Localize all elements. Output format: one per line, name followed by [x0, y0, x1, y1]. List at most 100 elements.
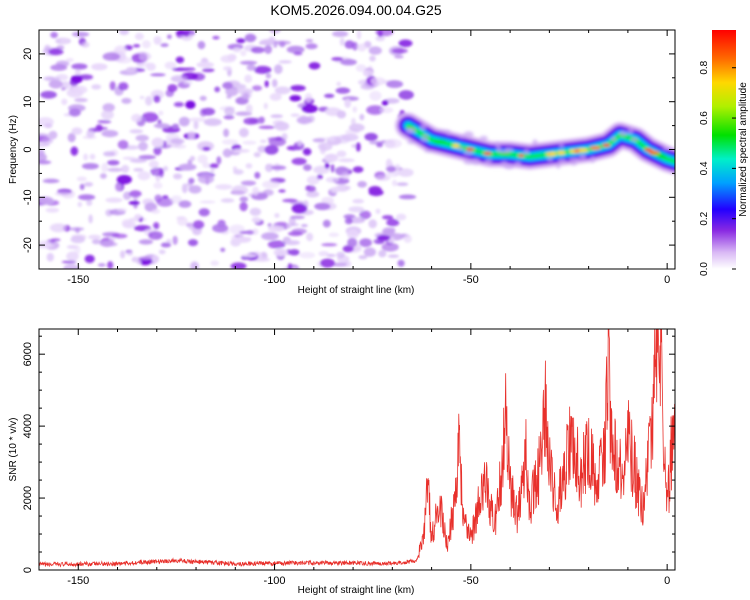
noise-blob	[40, 90, 57, 99]
noise-blob	[125, 67, 137, 74]
noise-blob	[223, 115, 235, 120]
noise-blob	[318, 251, 329, 257]
noise-blob	[153, 146, 162, 156]
track-sidelobe	[570, 161, 578, 166]
noise-blob	[170, 75, 188, 83]
noise-blob	[167, 34, 172, 40]
noise-blob	[376, 142, 383, 148]
noise-blob	[221, 139, 239, 145]
noise-blob	[398, 194, 417, 200]
noise-blob	[306, 232, 314, 242]
noise-blob	[268, 137, 287, 147]
noise-blob	[384, 139, 396, 149]
noise-blob	[134, 214, 142, 220]
noise-blob	[348, 206, 365, 213]
noise-blob	[42, 178, 60, 184]
x-tick-label: -150	[67, 575, 89, 587]
noise-blob	[239, 196, 249, 202]
noise-blob	[253, 65, 272, 74]
noise-blob	[246, 230, 255, 235]
noise-blob	[190, 261, 199, 269]
noise-blob	[352, 106, 358, 113]
noise-blob	[324, 153, 339, 163]
noise-blob	[320, 258, 335, 268]
snr-background	[39, 329, 675, 570]
noise-blob	[270, 114, 283, 118]
noise-blob	[324, 93, 335, 98]
noise-blob	[81, 163, 99, 170]
noise-blob	[68, 108, 81, 117]
noise-blob	[173, 173, 183, 180]
noise-blob	[215, 184, 233, 190]
noise-blob	[121, 97, 132, 104]
snr-panel: -150 -100 -50 0 0 2000 4000 6000 Height of stra…	[8, 328, 676, 596]
snr-ylabel: SNR (10 * v/v)	[8, 418, 19, 482]
noise-blob	[133, 168, 144, 172]
noise-blob	[274, 121, 290, 131]
track-sidelobe	[610, 136, 617, 142]
noise-blob	[351, 117, 356, 126]
noise-blob	[335, 87, 351, 94]
snr-plot-area	[39, 329, 675, 568]
noise-blob	[231, 185, 249, 196]
noise-blob	[233, 169, 244, 175]
noise-blob	[129, 190, 142, 198]
noise-blob	[196, 61, 214, 68]
noise-blob	[138, 52, 148, 61]
noise-blob	[154, 194, 162, 203]
noise-blob	[173, 102, 184, 107]
noise-blob	[114, 45, 127, 56]
colorbar-gradient	[712, 30, 736, 269]
noise-blob	[222, 66, 232, 71]
noise-blob	[357, 43, 367, 52]
noise-blob	[76, 176, 87, 182]
noise-blob	[375, 30, 394, 37]
noise-blob	[368, 219, 378, 229]
noise-blob	[39, 143, 50, 147]
noise-blob	[109, 236, 116, 242]
noise-blob	[141, 112, 159, 123]
noise-blob	[153, 182, 163, 189]
y-tick-label: 20	[22, 48, 34, 60]
noise-blob	[150, 167, 164, 177]
noise-blob	[267, 223, 272, 228]
track-hotspot	[589, 146, 601, 150]
noise-blob	[347, 237, 358, 248]
noise-blob	[66, 251, 79, 262]
noise-blob	[274, 86, 291, 95]
snr-xlabel: Height of straight line (km)	[298, 585, 415, 596]
noise-blob	[356, 30, 362, 40]
track-sidelobe	[500, 161, 509, 168]
noise-blob	[116, 208, 128, 213]
noise-blob	[330, 186, 341, 193]
noise-blob	[91, 84, 102, 90]
noise-blob	[243, 92, 250, 100]
x-tick-label: 0	[664, 274, 670, 286]
noise-blob	[331, 262, 349, 267]
noise-blob	[60, 38, 69, 45]
track-sidelobe	[556, 163, 561, 169]
noise-blob	[318, 142, 333, 151]
noise-blob	[44, 123, 53, 129]
track-sidelobe	[514, 161, 522, 167]
noise-blob	[265, 163, 273, 173]
noise-blob	[138, 239, 153, 245]
noise-blob	[226, 95, 232, 99]
noise-blob	[198, 208, 210, 217]
y-tick-label: -20	[22, 237, 34, 253]
noise-blob	[241, 254, 258, 258]
noise-blob	[366, 105, 384, 115]
noise-blob	[342, 96, 359, 101]
colorbar-tick-label: 0.4	[699, 161, 710, 175]
noise-blob	[107, 167, 123, 172]
noise-blob	[133, 44, 141, 48]
noise-blob	[269, 93, 282, 101]
noise-blob	[267, 240, 286, 249]
noise-blob	[305, 43, 318, 50]
noise-blob	[86, 129, 95, 138]
track-sidelobe	[420, 137, 429, 143]
track-hotspot	[557, 150, 566, 155]
noise-blob	[138, 141, 148, 151]
track-sidelobe	[523, 148, 530, 155]
track-sidelobe	[494, 141, 501, 147]
